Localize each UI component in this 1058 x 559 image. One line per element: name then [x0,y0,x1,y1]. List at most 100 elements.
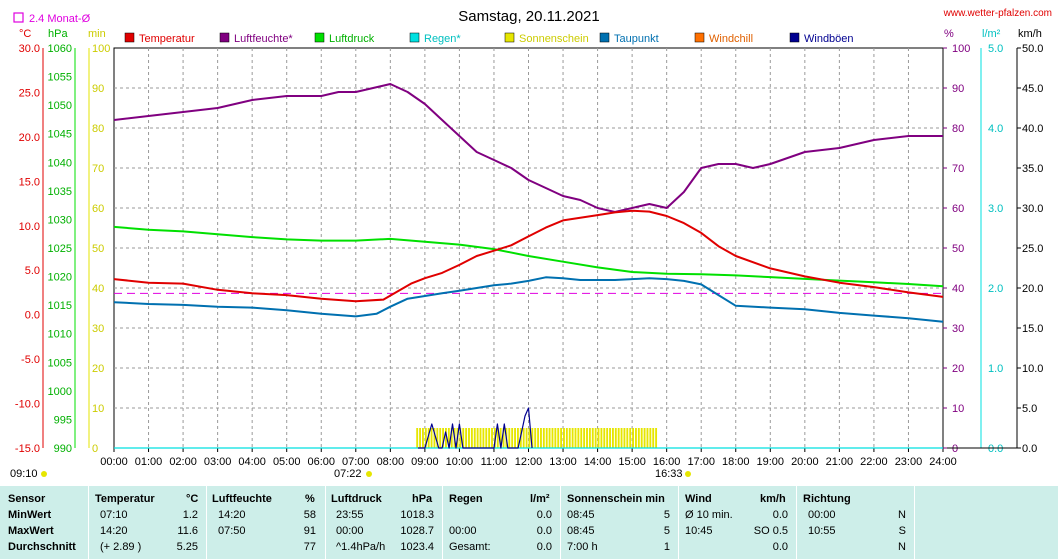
sunshine-bar [479,428,482,448]
site-link[interactable]: www.wetter-pfalzen.com [943,8,1052,19]
legend-label: Windböen [804,33,854,45]
sunshine-bar [606,428,609,448]
sunshine-bar [482,428,485,448]
temp-tick-label: 15.0 [19,176,40,188]
unit-kmh: km/h [1018,28,1042,40]
table-cell-sun-val: 5 [663,509,670,521]
grid [113,47,944,449]
sunshine-bar [447,428,450,448]
sunshine-bar [563,428,565,448]
sunshine-bar [611,428,614,448]
hpa-tick-label: 1050 [48,100,72,112]
sunshine-bar [436,428,439,448]
legend-swatch [409,32,420,43]
sunshine-bar [468,428,470,448]
sunshine-bar [424,428,427,448]
th-rain-unit: l/m² [530,493,550,505]
sunshine-bar [511,428,514,448]
lm2-tick-label: 1.0 [988,363,1003,375]
sunshine-bar [419,428,421,448]
min-tick-label: 90 [92,83,104,95]
table-cell-rain-val: 0.0 [536,525,552,537]
kmh-tick-label: 40.0 [1022,123,1043,135]
x-tick-label: 19:00 [757,456,785,468]
dewpoint-line [113,276,944,323]
table-cell-sun-val: 5 [663,525,670,537]
sunshine-bar [496,428,499,448]
table-cell-dir-time: 10:55 [808,525,836,537]
sunshine-bar [609,428,611,448]
temp-tick-label: 0.0 [25,310,40,322]
marker-left-time: 09:10 [10,468,38,480]
x-tick-label: 11:00 [481,456,508,468]
sunshine-bar [632,428,635,448]
sunshine-bar [583,428,586,448]
x-tick-label: 24:00 [929,456,957,468]
x-tick-label: 20:00 [791,456,819,468]
min-tick-label: 20 [92,363,104,375]
th-wind: Wind [685,493,712,505]
average-legend-box [13,12,24,23]
min-tick-label: 60 [92,203,104,215]
series-lines [113,83,944,449]
average-label: 2.4 Monat-Ø [29,13,91,25]
kmh-tick-label: 45.0 [1022,83,1043,95]
sunshine-bar [640,428,643,448]
th-wind-unit: km/h [760,493,786,505]
pct-tick-label: 50 [952,243,964,255]
sunshine-bar [502,428,505,448]
x-tick-label: 01:00 [135,456,163,468]
x-tick-label: 22:00 [860,456,888,468]
chart-title: Samstag, 20.11.2021 [458,8,600,25]
hpa-tick-label: 1020 [48,272,72,284]
table-cell-press-time: 00:00 [336,525,364,537]
sunshine-bar [560,428,563,448]
lm2-tick-label: 2.0 [988,283,1003,295]
hpa-tick-label: 1010 [48,329,72,341]
unit-pct: % [944,28,954,40]
x-tick-label: 04:00 [238,456,266,468]
x-tick-label: 17:00 [687,456,715,468]
table-cell-press-time: ^1.4hPa/h [336,541,386,553]
sunshine-bar [459,428,462,448]
kmh-tick-label: 10.0 [1022,363,1043,375]
sunshine-bar [586,428,588,448]
temp-tick-label: 25.0 [19,87,40,99]
kmh-tick-label: 25.0 [1022,243,1043,255]
sunshine-bar [571,428,574,448]
marker-left-dot [41,471,47,477]
legend: Temperatur Luftfeuchte* Luftdruck Regen* Son… [124,32,854,45]
temp-tick-label: 20.0 [19,132,40,144]
sunshine-bar [522,428,525,448]
table-cell-temp-val: 11.6 [177,525,198,537]
sunshine-bar [551,428,554,448]
pct-tick-label: 90 [952,83,964,95]
temp-tick-label: -5.0 [21,354,40,366]
humidity-line [113,83,943,213]
pct-tick-label: 0 [952,443,958,455]
min-tick-label: 80 [92,123,104,135]
sunshine-bar [485,428,488,448]
unit-min: min [88,28,106,40]
x-tick-label: 00:00 [100,456,128,468]
table-cell-sun-time: 7:00 h [567,541,598,553]
min-tick-label: 30 [92,323,104,335]
table-cell-rain-time: 00:00 [449,525,477,537]
table-sep [88,486,89,559]
pct-tick-label: 30 [952,323,964,335]
sunshine-bar [652,428,655,448]
pct-tick-label: 10 [952,403,964,415]
table-cell-dir-val: S [898,525,906,537]
table-cell-wind-time: 10:45 [685,525,713,537]
legend-swatch [219,32,230,43]
table-cell-hum-val: 91 [303,525,316,537]
lm2-tick-label: 4.0 [988,123,1003,135]
kmh-tick-label: 50.0 [1022,43,1043,55]
sunshine-bar [603,428,606,448]
table-cell-press-time: 23:55 [336,509,364,521]
unit-lm2: l/m² [982,28,1001,40]
min-tick-label: 70 [92,163,104,175]
kmh-tick-label: 30.0 [1022,203,1043,215]
kmh-tick-label: 15.0 [1022,323,1043,335]
sunshine-bar [554,428,557,448]
